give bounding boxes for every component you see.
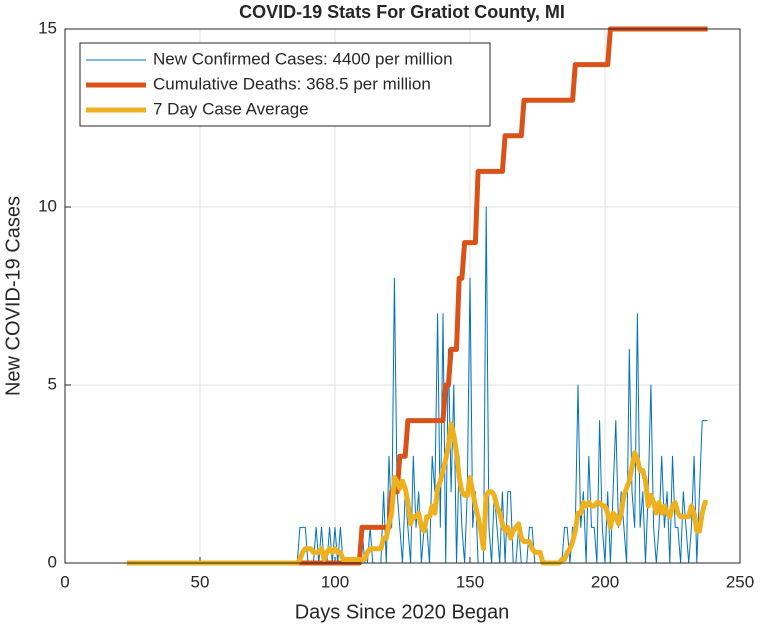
x-tick-label: 50 [191,572,210,591]
chart-title: COVID-19 Stats For Gratiot County, MI [239,2,565,22]
x-tick-label: 250 [726,572,754,591]
y-tick-label: 10 [38,196,57,215]
axes-box [64,28,741,564]
y-tick-label: 0 [48,552,57,571]
legend: New Confirmed Cases: 4400 per million Cum… [79,42,491,127]
legend-box [79,42,491,127]
y-axis-label: New COVID-19 Cases [2,196,24,396]
legend-label: Cumulative Deaths: 368.5 per million [153,74,431,93]
x-tick-label: 200 [591,572,619,591]
x-tick-label: 150 [456,572,484,591]
y-tick-label: 5 [48,374,57,393]
x-axis-label: Days Since 2020 Began [295,601,510,623]
legend-label: 7 Day Case Average [153,99,309,118]
x-tick-label: 0 [60,572,69,591]
y-tick-label: 15 [38,18,57,37]
x-tick-label: 100 [321,572,349,591]
legend-label: New Confirmed Cases: 4400 per million [153,49,453,68]
